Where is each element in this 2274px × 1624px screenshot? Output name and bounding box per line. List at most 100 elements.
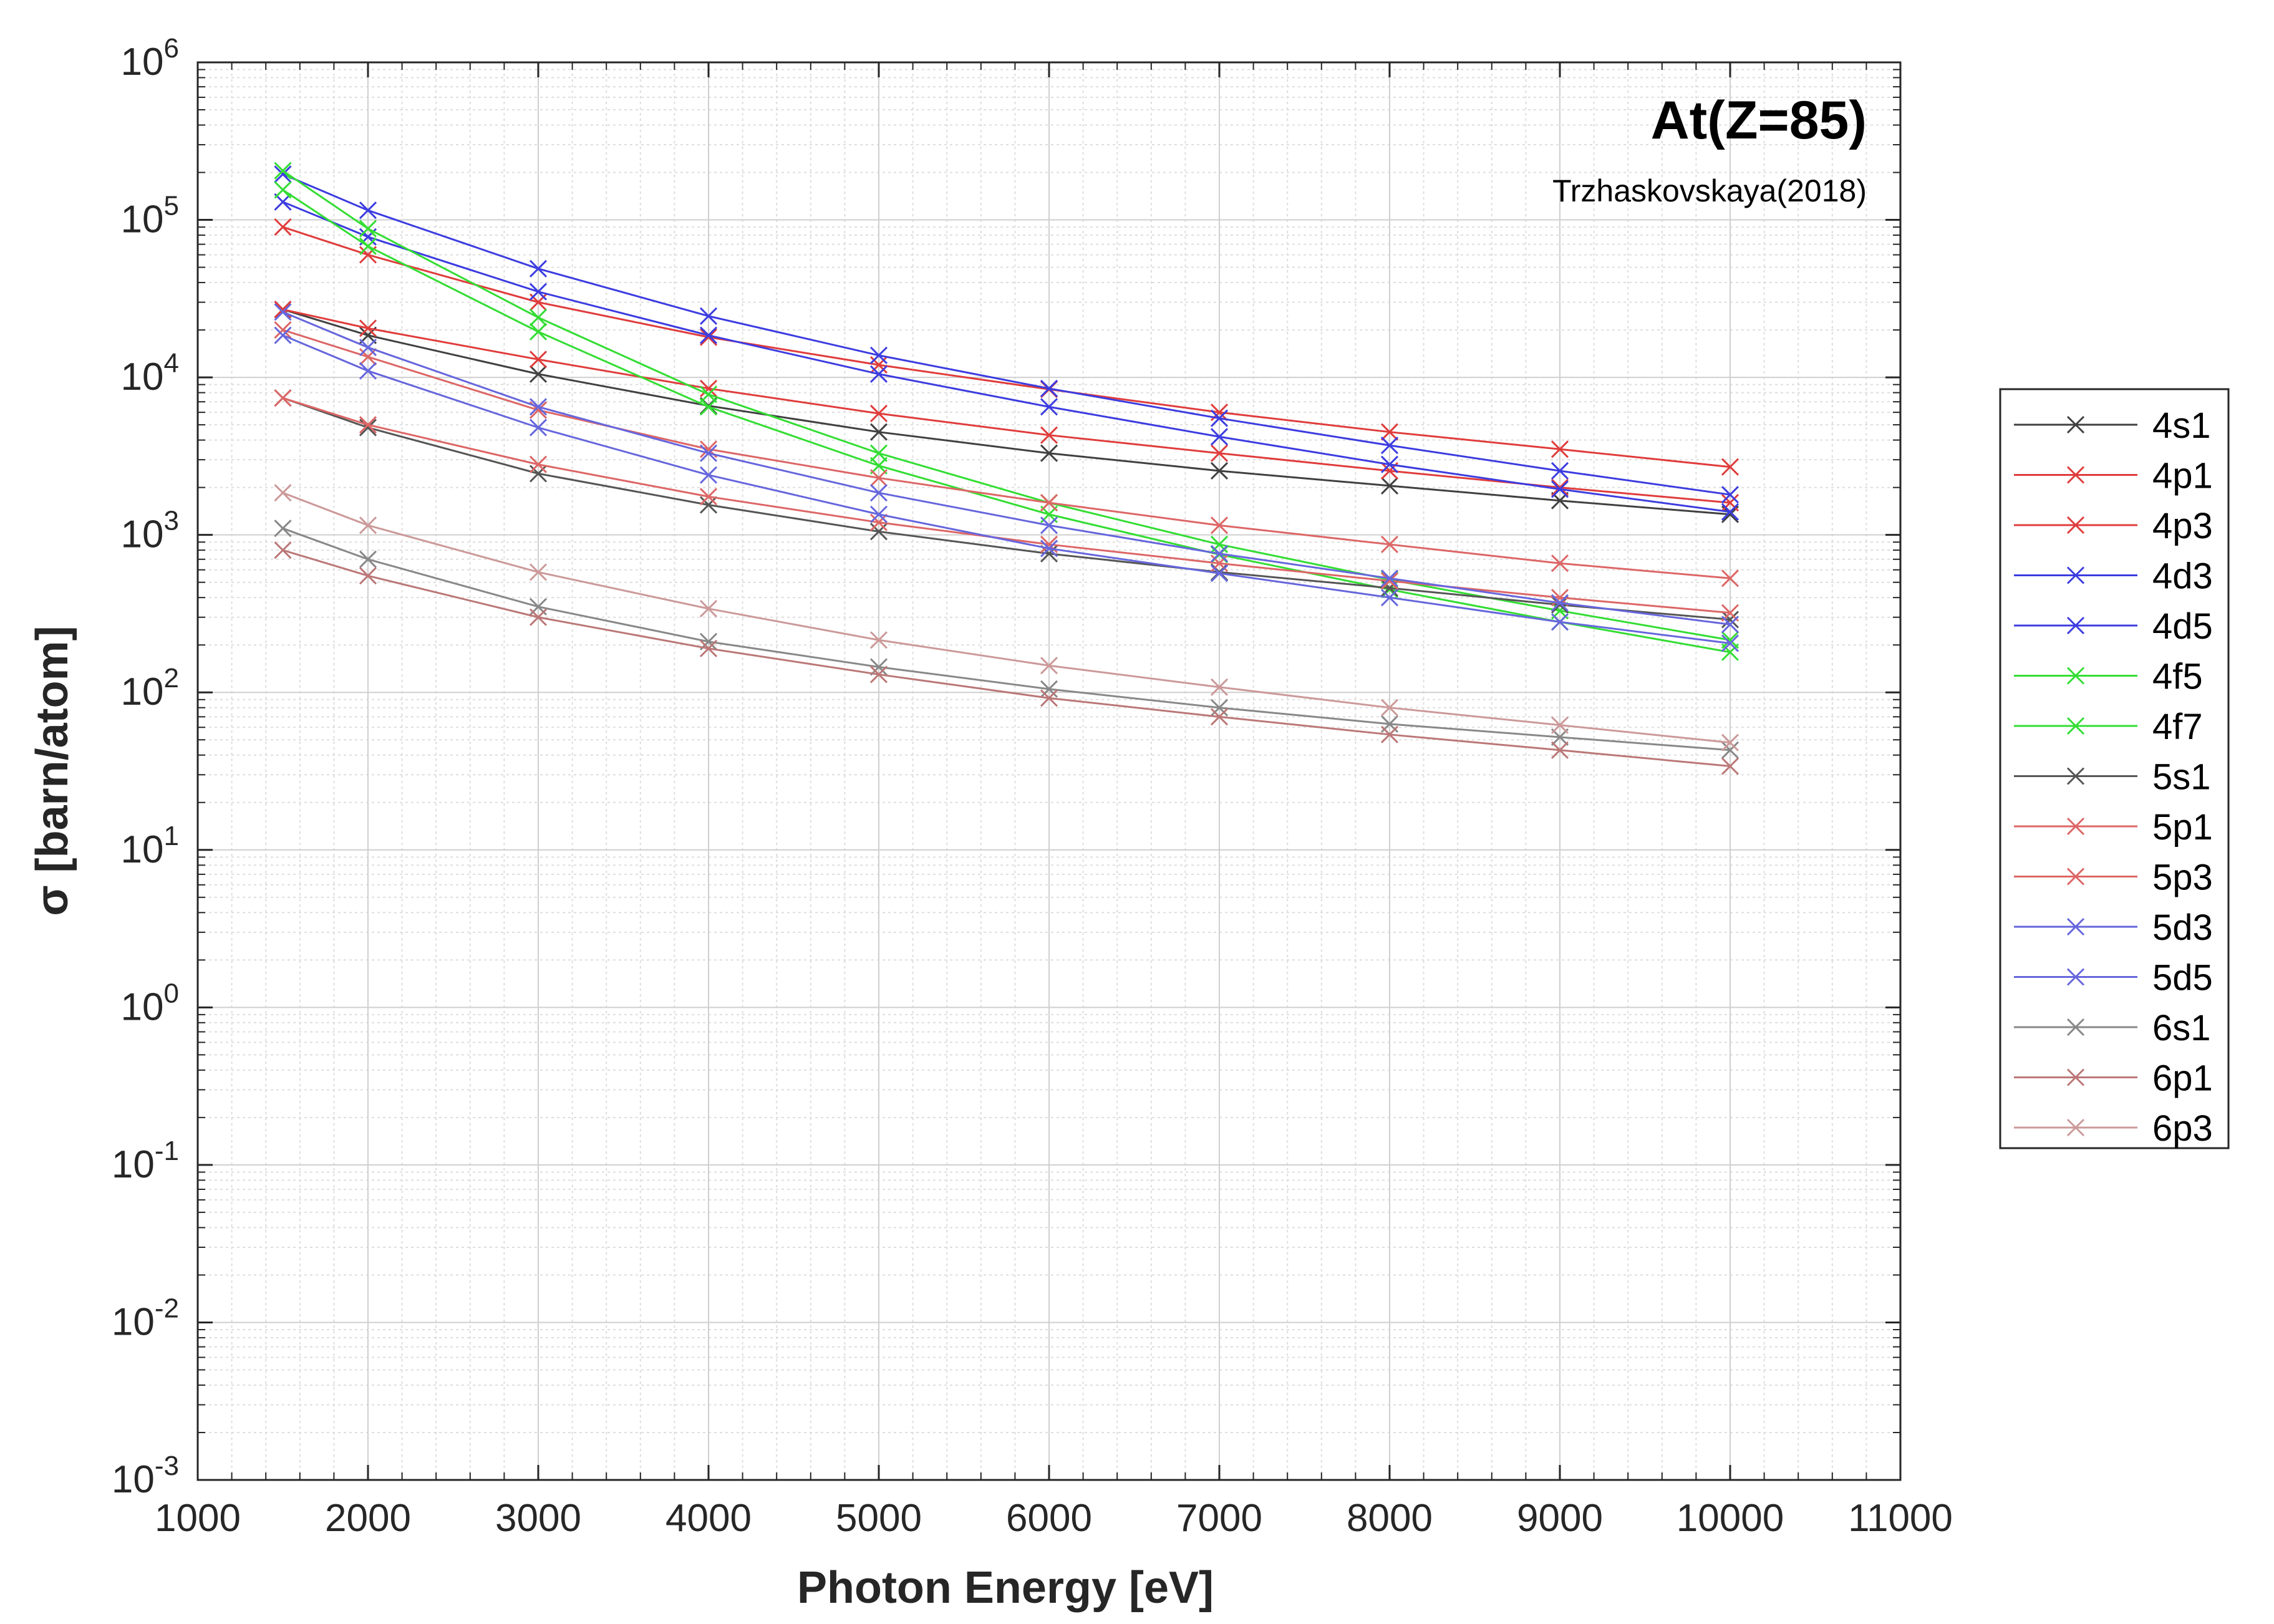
data-point-5d5 [359,338,377,357]
legend-entry-5p3: 5p3 [2014,858,2213,898]
series-line-5p1 [283,397,1731,614]
legend-marker [2066,767,2085,785]
legend-marker [2066,1018,2085,1037]
y-tick-label: 10-3 [112,1451,179,1501]
series-4p3 [274,218,1739,476]
series-line-5s1 [283,397,1731,621]
data-point-5d3 [699,466,718,484]
data-point-6p1 [1380,725,1399,743]
data-point-4f7 [869,444,888,462]
data-point-5d3 [1040,539,1058,558]
x-tick-label: 10000 [1676,1497,1784,1540]
data-point-4d5 [529,259,548,278]
data-point-6p3 [1040,657,1058,675]
series-line-4d3 [282,201,1731,513]
data-point-4d3 [1721,503,1739,521]
y-tick-label: 102 [121,663,179,713]
data-point-4f7 [1210,535,1229,554]
data-point-5d5 [1721,616,1739,634]
series-5p1 [274,389,1739,622]
data-point-4p1 [1040,426,1058,444]
data-point-5p3 [1721,569,1739,587]
data-point-5p3 [274,321,292,339]
data-point-5p1 [1380,572,1399,590]
data-point-4p3 [274,218,292,236]
data-point-6p1 [699,639,718,657]
legend-marker [2066,1118,2085,1137]
data-point-5d5 [1551,594,1569,612]
data-point-4f7 [359,220,377,238]
data-point-4p3 [1721,458,1739,476]
legend-marker [2066,1068,2085,1086]
legend: 4s1 4p1 4p3 4d3 4d5 4f5 4f7 5s1 5p1 5p3 5d3 5d5 6s1 6… [1999,388,2230,1149]
data-point-4f7 [699,385,718,404]
data-point-6p3 [529,563,548,581]
data-point-6s1 [274,520,292,538]
data-point-5s1 [1721,611,1739,629]
data-point-4d5 [359,201,377,220]
legend-marker [2066,917,2085,936]
x-tick-label: 5000 [836,1497,922,1540]
data-point-5d3 [1380,589,1399,607]
legend-marker [2066,717,2085,735]
data-point-5d3 [274,326,292,344]
x-axis-label: Photon Energy [eV] [797,1563,1214,1613]
legend-entry-4f5: 4f5 [2014,657,2203,697]
series-layer [274,162,1739,775]
legend-entry-5p1: 5p1 [2014,807,2213,848]
series-line-4f7 [282,170,1731,641]
y-tick-label: 104 [121,348,179,399]
data-point-5d5 [529,398,548,416]
y-tick-labels: 10-3 10-2 10-1 100 101 102 103 104 105 106 [112,33,179,1501]
series-4d5 [274,165,1739,504]
data-point-4d3 [1210,428,1229,446]
y-tick-label: 105 [121,191,179,241]
data-point-6p3 [1721,733,1739,752]
x-tick-label: 6000 [1006,1497,1092,1540]
data-point-4d3 [1380,455,1399,473]
legend-marker [2066,566,2085,584]
data-point-5d5 [869,484,888,502]
data-point-4d3 [1551,480,1569,498]
legend-marker [2066,667,2085,685]
legend-label: 4s1 [2152,405,2211,446]
y-tick-label: 10-2 [112,1293,179,1343]
legend-entry-4s1: 4s1 [2014,405,2211,446]
data-point-4d3 [869,365,888,383]
legend-label: 4p3 [2152,506,2213,546]
legend-marker [2066,817,2085,836]
data-point-6s1 [1040,680,1058,698]
series-6p1 [274,541,1739,775]
legend-entry-6p1: 6p1 [2014,1058,2213,1099]
series-line-5p3 [283,329,1731,579]
data-point-6p1 [1210,708,1229,726]
data-point-6p1 [359,567,377,585]
data-point-6s1 [359,550,377,568]
x-tick-label: 11000 [1848,1497,1953,1540]
data-point-4d5 [699,307,718,325]
data-point-5p3 [1040,494,1058,512]
series-6p3 [274,484,1739,752]
data-point-4s1 [1210,462,1229,480]
data-point-5p1 [359,416,377,434]
legend-label: 4f7 [2152,707,2203,747]
legend-marker [2066,616,2085,635]
data-point-4d5 [274,165,292,183]
series-5p3 [274,321,1739,587]
legend-entry-4p3: 4p3 [2014,506,2213,546]
data-point-4d5 [1721,486,1739,504]
legend-entry-6p3: 6p3 [2014,1108,2213,1149]
data-point-4p1 [359,319,377,337]
legend-label: 6s1 [2152,1008,2211,1048]
data-point-5p3 [869,469,888,487]
data-point-4d5 [1380,437,1399,455]
data-point-4d3 [1040,398,1058,416]
data-point-4f5 [529,322,548,341]
data-point-5d5 [1380,569,1399,587]
legend-entry-4d3: 4d3 [2014,556,2213,597]
data-point-4f5 [869,457,888,475]
data-point-5d5 [274,303,292,321]
data-point-6p3 [1551,716,1569,734]
x-tick-labels: 1000 2000 3000 4000 5000 6000 7000 8000 9000 1000… [155,1497,1953,1540]
data-point-4f5 [274,181,292,199]
